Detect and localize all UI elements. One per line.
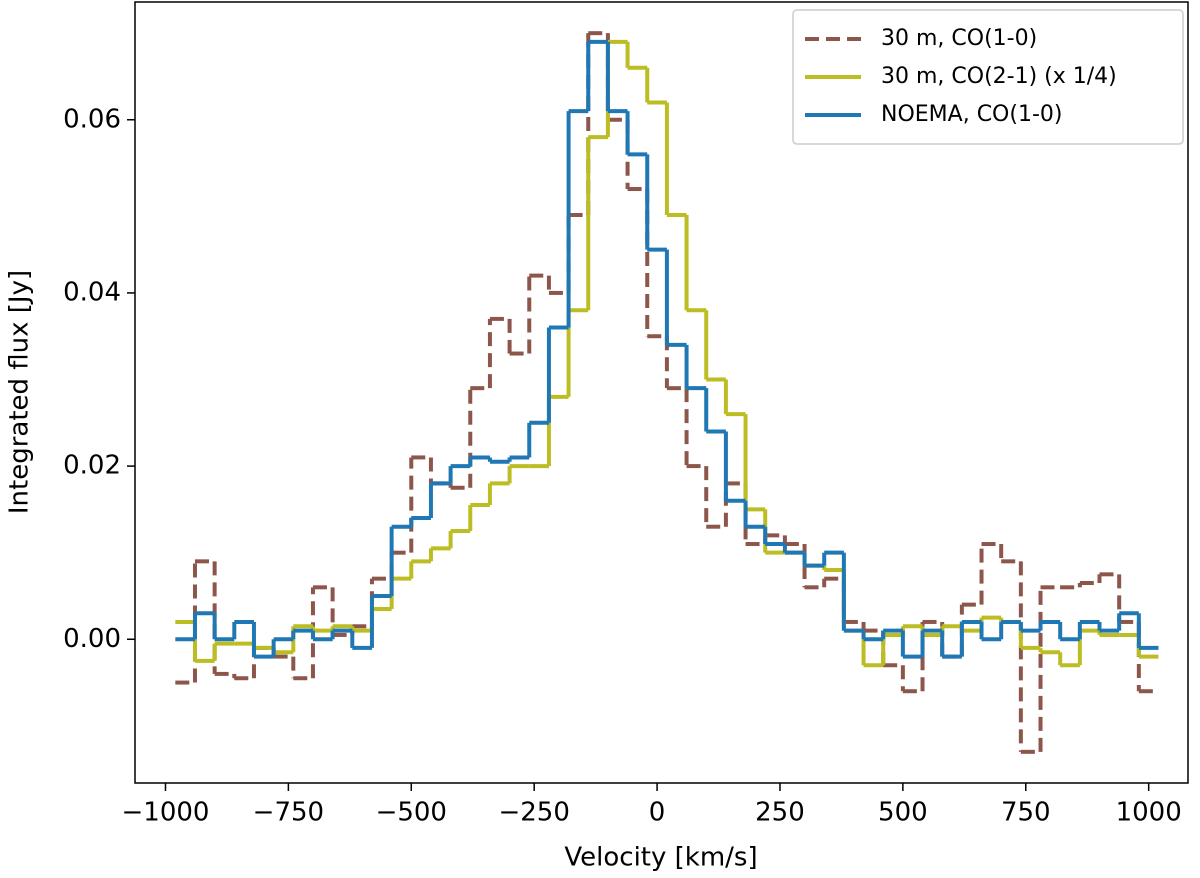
x-tick-label: −1000 <box>122 798 210 828</box>
x-tick-label: −500 <box>376 798 447 828</box>
x-tick-label: −750 <box>253 798 324 828</box>
legend: 30 m, CO(1-0) 30 m, CO(2-1) (x 1/4) NOEMA,… <box>792 9 1184 145</box>
legend-label: 30 m, CO(2-1) (x 1/4) <box>881 64 1117 89</box>
y-tick-label: 0.04 <box>63 277 121 307</box>
series <box>175 39 1159 659</box>
y-axis-label: Integrated flux [Jy] <box>5 270 35 514</box>
plot-frame <box>134 1 1189 784</box>
y-tick-label: 0.00 <box>63 624 121 654</box>
x-tick-label: 0 <box>649 798 666 828</box>
x-tick-label: 1000 <box>1116 798 1182 828</box>
x-tick-label: 500 <box>878 798 928 828</box>
y-tick-label: 0.06 <box>63 104 121 134</box>
legend-label: NOEMA, CO(1-0) <box>881 102 1062 127</box>
series <box>175 39 1159 668</box>
x-tick-label: −250 <box>498 798 569 828</box>
y-tick-label: 0.02 <box>63 451 121 481</box>
legend-box <box>792 9 1184 145</box>
plot-area <box>175 31 1159 754</box>
legend-label: 30 m, CO(1-0) <box>881 26 1037 51</box>
x-axis-label: Velocity [km/s] <box>564 843 757 873</box>
x-tick-label: 750 <box>1001 798 1051 828</box>
x-tick-label: 250 <box>755 798 805 828</box>
